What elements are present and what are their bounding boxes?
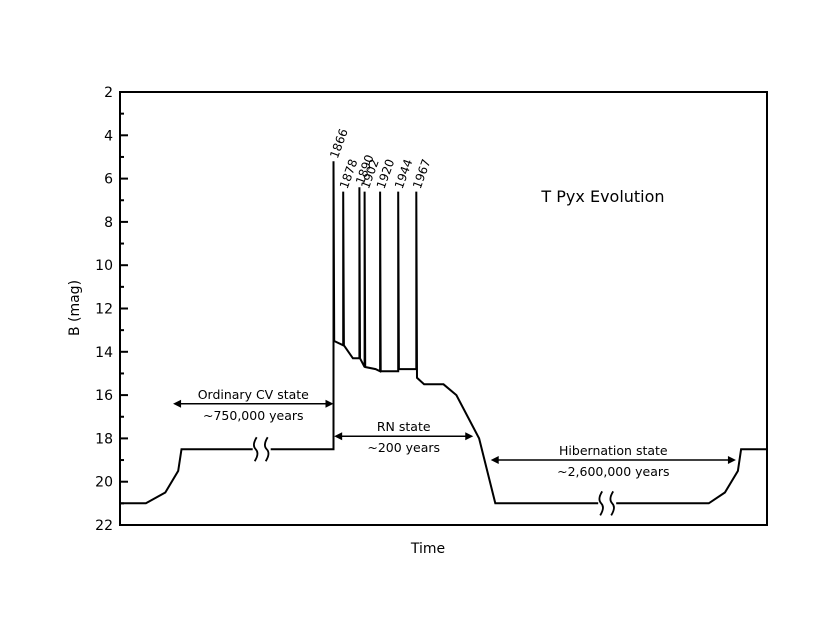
arrowhead <box>490 456 499 465</box>
y-ticks <box>120 91 128 526</box>
y-tick-label: 2 <box>104 85 113 101</box>
arrowhead <box>334 432 343 441</box>
y-tick-label: 6 <box>104 172 113 188</box>
axis-break-mark <box>264 436 270 462</box>
y-tick-label: 4 <box>104 128 113 144</box>
arrowhead <box>325 399 334 408</box>
y-tick-label: 16 <box>95 388 113 404</box>
axis-breaks <box>252 436 617 516</box>
arrowhead <box>173 399 182 408</box>
y-tick-label: 10 <box>95 258 113 274</box>
y-tick-label: 8 <box>104 215 113 231</box>
annotation-label: RN state <box>377 419 431 434</box>
arrowhead <box>727 456 736 465</box>
annotation-sublabel: ~200 years <box>367 440 440 455</box>
outburst-year-label: 1866 <box>327 127 351 160</box>
annotations: Ordinary CV state ~750,000 years RN state ~… <box>173 387 736 479</box>
arrowhead <box>465 432 474 441</box>
chart-title: T Pyx Evolution <box>540 187 664 206</box>
series-line <box>120 161 767 505</box>
y-tick-label: 12 <box>95 302 113 318</box>
y-tick-labels: 2 4 6 8 10 12 14 16 18 20 22 <box>95 85 113 534</box>
y-tick-label: 22 <box>95 518 113 534</box>
annotation-sublabel: ~2,600,000 years <box>557 464 669 479</box>
axis-break-mark <box>598 490 604 516</box>
axis-break-mark <box>253 436 259 462</box>
axis-break-mark <box>609 490 615 516</box>
y-tick-label: 18 <box>95 431 113 447</box>
y-tick-label: 14 <box>95 345 113 361</box>
x-axis-label: Time <box>410 541 445 557</box>
y-tick-label: 20 <box>95 475 113 491</box>
annotation-label: Ordinary CV state <box>198 387 309 402</box>
y-axis-label: B (mag) <box>67 280 83 336</box>
annotation-sublabel: ~750,000 years <box>203 408 304 423</box>
annotation-label: Hibernation state <box>559 443 668 458</box>
